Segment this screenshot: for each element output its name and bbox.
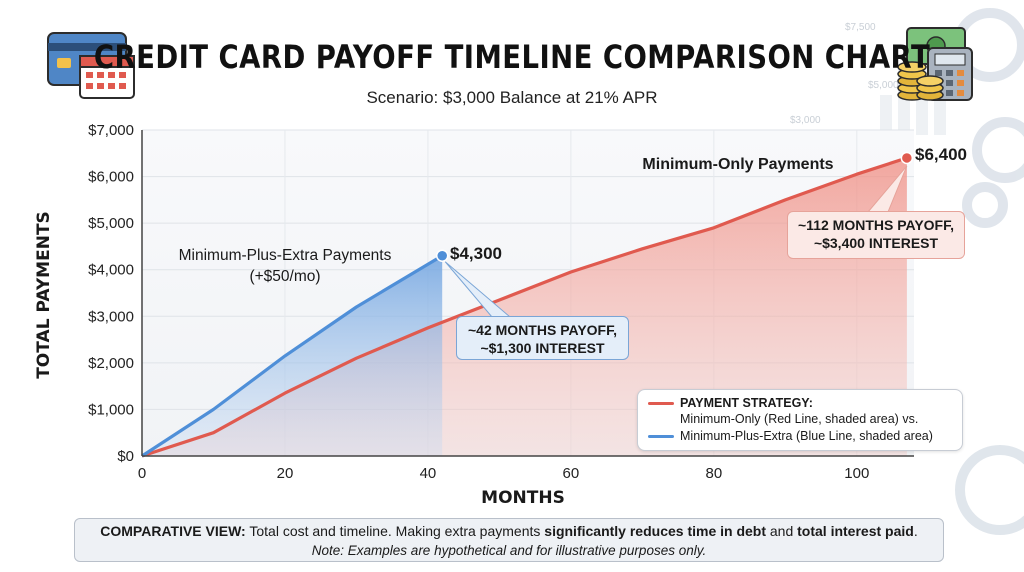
footer-bold: total interest paid <box>797 523 914 539</box>
x-tick-label: 80 <box>706 465 723 482</box>
series-end-point-minimum-only <box>900 151 914 165</box>
legend-label: Minimum-Only (Red Line, shaded area) vs. <box>680 412 919 426</box>
footer-text: . <box>913 523 918 539</box>
y-tick-label: $2,000 <box>88 355 134 372</box>
series-end-point-minimum-plus-extra <box>435 249 449 262</box>
series-label-minimum: Minimum-Only Payments <box>642 156 834 173</box>
x-axis-label: MONTHS <box>481 488 565 508</box>
series-name: Minimum-Plus-Extra Payments <box>178 247 392 264</box>
callout-line: ~$1,300 INTEREST <box>480 340 605 356</box>
legend-label: Minimum-Plus-Extra (Blue Line, shaded ar… <box>680 429 933 443</box>
legend-heading: PAYMENT STRATEGY: <box>680 396 813 410</box>
callout-line: ~42 MONTHS PAYOFF, <box>468 322 617 338</box>
y-tick-label: $6,000 <box>88 169 134 186</box>
x-tick-label: 60 <box>563 465 580 482</box>
legend-row-minimum: Minimum-Only (Red Line, shaded area) vs. <box>680 412 918 426</box>
legend-swatch-red <box>648 401 674 405</box>
footer-bold: significantly reduces time in debt <box>544 523 766 539</box>
footer-note: COMPARATIVE VIEW: Total cost and timelin… <box>74 518 944 562</box>
footer-text: and <box>766 523 798 539</box>
end-value-label-blue: $4,300 <box>450 244 502 263</box>
y-tick-label: $1,000 <box>88 401 134 418</box>
legend-row-extra: Minimum-Plus-Extra (Blue Line, shaded ar… <box>648 429 933 443</box>
x-tick-label: 100 <box>844 465 869 482</box>
chart-title: CREDIT CARD PAYOFF TIMELINE COMPARISON C… <box>93 38 931 76</box>
y-tick-label: $7,000 <box>88 122 134 139</box>
end-value-label-red: $6,400 <box>915 145 967 164</box>
series-line-minimum-only <box>141 156 908 458</box>
series-area-minimum-plus-extra <box>142 255 443 456</box>
x-tick-label: 40 <box>420 465 437 482</box>
y-tick-label: $5,000 <box>88 215 134 232</box>
footer-disclaimer: Note: Examples are hypothetical and for … <box>311 543 707 558</box>
footer-main: COMPARATIVE VIEW: Total cost and timelin… <box>75 522 943 541</box>
callout-blue: ~42 MONTHS PAYOFF, ~$1,300 INTEREST <box>456 316 629 360</box>
callout-line: ~$3,400 INTEREST <box>813 235 939 251</box>
legend-swatch-blue <box>648 434 674 438</box>
chart-subtitle: Scenario: $3,000 Balance at 21% APR <box>366 88 658 107</box>
y-tick-label: $0 <box>117 448 134 465</box>
callout-red: ~112 MONTHS PAYOFF, ~$3,400 INTEREST <box>787 211 965 259</box>
x-tick-label: 0 <box>138 465 146 482</box>
x-tick-label: 20 <box>277 465 294 482</box>
series-line-minimum-plus-extra <box>141 254 444 458</box>
legend-heading-row: PAYMENT STRATEGY: <box>648 396 813 410</box>
y-tick-label: $4,000 <box>88 262 134 279</box>
series-label-extra: Minimum-Plus-Extra Payments (+$50/mo) <box>160 245 410 287</box>
y-tick-label: $3,000 <box>88 308 134 325</box>
footer-lead: COMPARATIVE VIEW: <box>100 523 246 539</box>
callout-line: ~112 MONTHS PAYOFF, <box>798 217 954 233</box>
footer-text: Total cost and timeline. Making extra pa… <box>245 523 545 539</box>
series-note: (+$50/mo) <box>249 268 321 285</box>
legend: PAYMENT STRATEGY: Minimum-Only (Red Line… <box>637 389 963 451</box>
y-axis-label: TOTAL PAYMENTS <box>34 211 54 379</box>
